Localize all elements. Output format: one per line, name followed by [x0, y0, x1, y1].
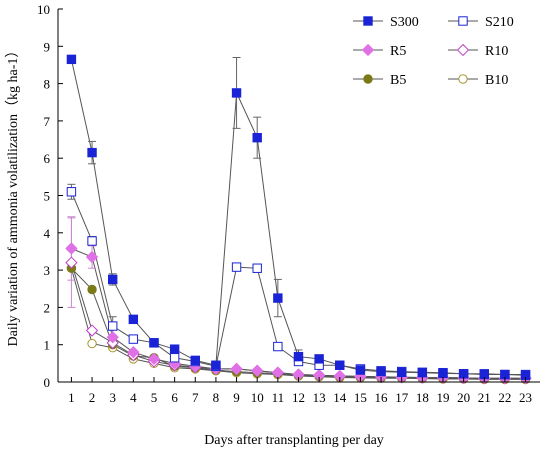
- y-tick-label-7: 7: [44, 114, 51, 129]
- point-r10-1: [65, 256, 78, 269]
- series-markers: [65, 54, 532, 385]
- y-tick-label-10: 10: [37, 2, 50, 17]
- point-s300-3: [108, 274, 118, 285]
- point-s300-9: [231, 88, 242, 98]
- legend-label-r10: R10: [485, 44, 508, 59]
- point-s210-4: [128, 334, 139, 344]
- point-r10-2: [85, 324, 99, 337]
- x-tick-label-16: 16: [375, 390, 389, 405]
- x-tick-label-3: 3: [109, 390, 116, 405]
- point-s300-11: [273, 293, 283, 303]
- x-tick-label-18: 18: [416, 390, 429, 405]
- point-r5-4: [127, 345, 140, 359]
- legend-label-s210: S210: [485, 15, 514, 30]
- legend-marker-b10: [458, 74, 468, 84]
- x-tick-label-21: 21: [478, 390, 491, 405]
- y-axis-title: Daily variation of ammonia volatilizatio…: [5, 44, 21, 347]
- point-b10-2: [87, 338, 97, 349]
- point-r5-2: [85, 250, 99, 264]
- point-s210-9: [231, 262, 242, 272]
- y-tick-label-1: 1: [44, 338, 51, 353]
- point-s300-15: [355, 365, 366, 375]
- x-tick-label-5: 5: [151, 390, 158, 405]
- point-s300-14: [335, 360, 345, 370]
- x-tick-label-7: 7: [192, 390, 199, 405]
- legend-label-b5: B5: [390, 73, 406, 88]
- x-tick-label-2: 2: [89, 390, 96, 405]
- point-s210-2: [87, 236, 97, 246]
- x-tick-label-10: 10: [251, 390, 264, 405]
- point-s300-16: [376, 366, 386, 377]
- y-tick-label-4: 4: [44, 226, 51, 241]
- y-tick-label-5: 5: [44, 189, 51, 204]
- x-tick-label-11: 11: [272, 390, 285, 405]
- point-r5-5: [147, 352, 161, 366]
- x-tick-label-14: 14: [333, 390, 347, 405]
- point-r5-3: [106, 331, 119, 344]
- x-tick-label-22: 22: [498, 390, 511, 405]
- x-tick-label-4: 4: [130, 390, 137, 405]
- point-b5-2: [87, 284, 97, 295]
- legend-marker-r5: [361, 43, 375, 57]
- point-s300-4: [128, 314, 139, 325]
- point-r5-1: [65, 242, 78, 255]
- x-tick-label-19: 19: [436, 390, 449, 405]
- point-s210-1: [66, 187, 77, 197]
- point-s300-20: [458, 369, 469, 379]
- point-r5-10: [251, 364, 264, 377]
- legend-marker-s210: [458, 16, 468, 26]
- point-s300-7: [190, 355, 200, 366]
- point-s210-10: [252, 263, 262, 273]
- series-line-s300: [70, 59, 526, 376]
- y-tick-label-8: 8: [44, 77, 51, 92]
- x-tick-label-15: 15: [354, 390, 367, 405]
- series-line-s210: [70, 191, 526, 375]
- point-s300-10: [252, 132, 262, 143]
- series-lines: [70, 59, 526, 380]
- legend-marker-b5: [363, 74, 373, 84]
- legend-label-r5: R5: [390, 44, 406, 59]
- point-s210-6: [169, 353, 180, 363]
- y-tick-label-6: 6: [44, 151, 51, 166]
- x-tick-label-1: 1: [68, 390, 75, 405]
- point-s300-18: [417, 367, 428, 378]
- x-tick-label-8: 8: [213, 390, 220, 405]
- point-s300-12: [293, 351, 304, 362]
- legend: S300 S210 R5 R10 B5 B10: [353, 15, 514, 88]
- x-tick-label-17: 17: [395, 390, 409, 405]
- point-s210-3: [108, 321, 118, 331]
- x-axis-title: Days after transplanting per day: [204, 433, 384, 448]
- x-tick-label-6: 6: [171, 390, 178, 405]
- y-tick-label-9: 9: [44, 39, 51, 54]
- point-s300-2: [87, 147, 97, 158]
- y-tick-label-2: 2: [44, 300, 51, 315]
- legend-label-s300: S300: [390, 15, 419, 30]
- legend-marker-s300: [363, 16, 373, 26]
- y-tick-label-3: 3: [44, 263, 51, 278]
- point-s300-19: [438, 368, 448, 379]
- point-s300-6: [169, 344, 180, 354]
- legend-label-b10: B10: [485, 73, 508, 88]
- x-tick-label-20: 20: [457, 390, 470, 405]
- point-s300-8: [211, 360, 221, 370]
- x-tick-label-9: 9: [233, 390, 240, 405]
- x-tick-label-23: 23: [519, 390, 532, 405]
- x-tick-label-12: 12: [292, 390, 305, 405]
- point-s300-1: [66, 54, 77, 65]
- y-tick-label-0: 0: [44, 375, 51, 390]
- legend-marker-r10: [456, 43, 470, 57]
- point-s300-5: [149, 338, 159, 348]
- x-tick-label-13: 13: [313, 390, 326, 405]
- point-s300-17: [396, 367, 407, 378]
- point-s210-11: [273, 341, 283, 352]
- point-r5-9: [230, 362, 243, 376]
- point-s300-13: [314, 354, 324, 364]
